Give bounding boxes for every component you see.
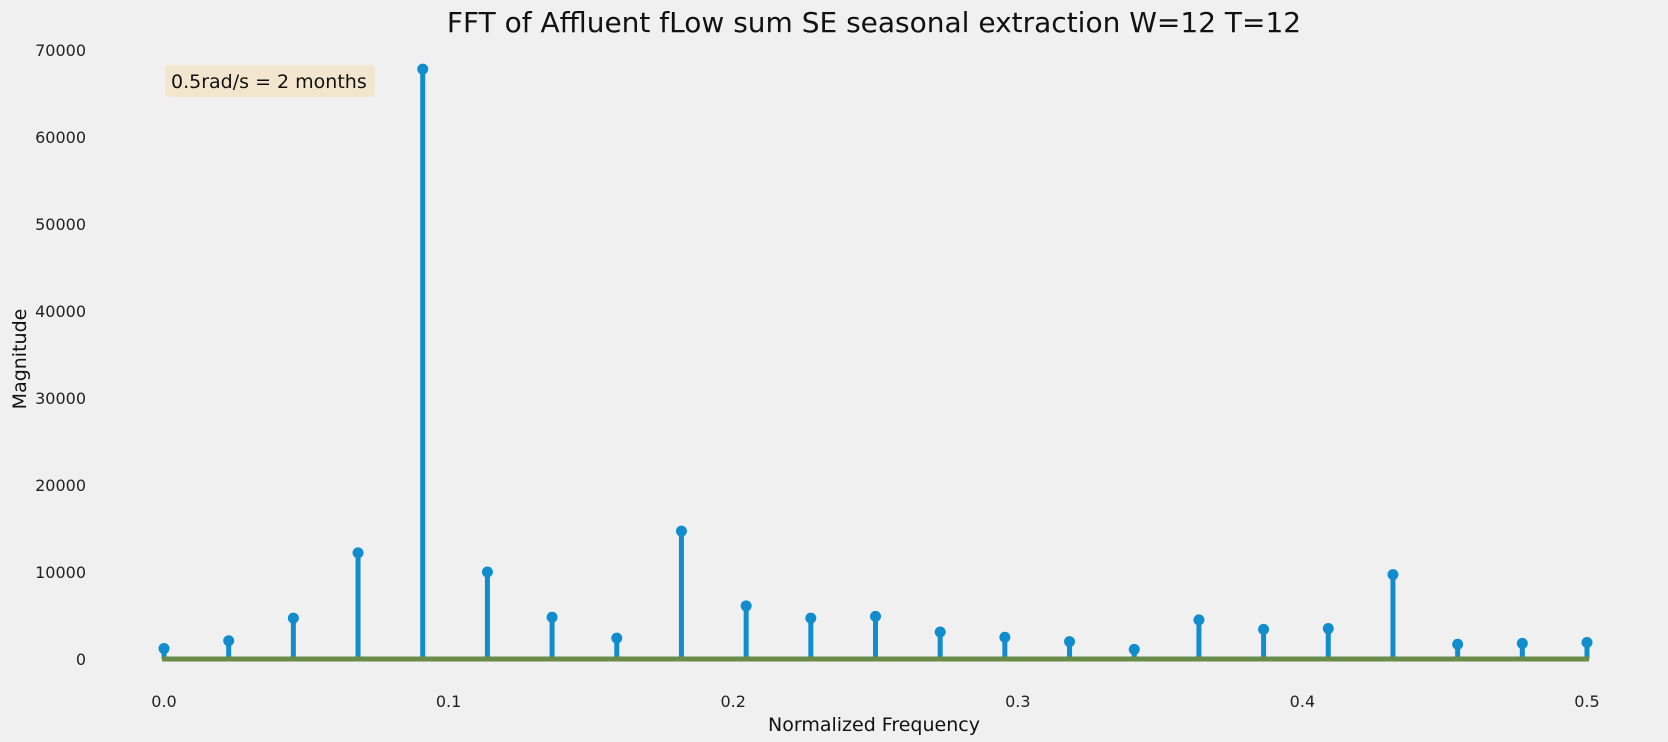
annotation-box: 0.5rad/s = 2 months	[165, 65, 375, 97]
x-tick-label: 0.0	[151, 692, 176, 711]
stem-marker	[675, 525, 687, 537]
stem-marker	[1581, 636, 1593, 648]
stem-marker	[1322, 623, 1334, 635]
stem-marker	[805, 612, 817, 624]
stem-marker	[1128, 643, 1140, 655]
x-tick-label: 0.3	[1005, 692, 1030, 711]
stem-marker	[1387, 569, 1399, 581]
x-tick-label: 0.1	[436, 692, 461, 711]
stem-marker	[1258, 623, 1270, 635]
x-tick-label: 0.2	[720, 692, 745, 711]
stem-marker	[352, 547, 364, 559]
stem-marker	[611, 632, 623, 644]
x-tick-label: 0.5	[1574, 692, 1599, 711]
stem-marker	[1193, 614, 1205, 626]
stem-marker	[999, 631, 1011, 643]
annotation-background	[165, 65, 375, 97]
stem-marker	[223, 635, 235, 647]
stem-marker	[870, 610, 881, 622]
x-tick-label: 0.4	[1290, 692, 1315, 711]
y-tick-label: 60000	[35, 128, 86, 147]
y-tick-label: 30000	[35, 389, 86, 408]
chart-title: FFT of Affluent fLow sum SE seasonal ext…	[447, 6, 1301, 39]
annotation-text: 0.5rad/s = 2 months	[171, 71, 367, 93]
stem-marker	[481, 566, 493, 578]
stem-marker	[740, 600, 752, 612]
stem-marker	[934, 626, 946, 638]
y-axis-ticks: 0 10000 20000 30000 40000 50000 60000 70000	[35, 41, 86, 669]
stem-marker	[1452, 638, 1464, 650]
x-axis-label: Normalized Frequency	[768, 714, 980, 736]
stem-marker	[546, 611, 558, 623]
y-tick-label: 20000	[35, 476, 86, 495]
stem-marker	[158, 643, 170, 655]
stem-marker	[1064, 636, 1076, 648]
stem-marker	[287, 612, 299, 624]
y-tick-label: 40000	[35, 302, 86, 321]
y-tick-label: 10000	[35, 563, 86, 582]
y-axis-label: Magnitude	[9, 309, 31, 410]
y-tick-label: 50000	[35, 215, 86, 234]
y-tick-label: 0	[76, 650, 86, 669]
stem-series	[158, 63, 1593, 659]
stem-marker	[417, 63, 429, 75]
y-tick-label: 70000	[35, 41, 86, 60]
x-axis-ticks: 0.0 0.1 0.2 0.3 0.4 0.5	[151, 692, 1599, 711]
stem-marker	[1516, 637, 1528, 649]
